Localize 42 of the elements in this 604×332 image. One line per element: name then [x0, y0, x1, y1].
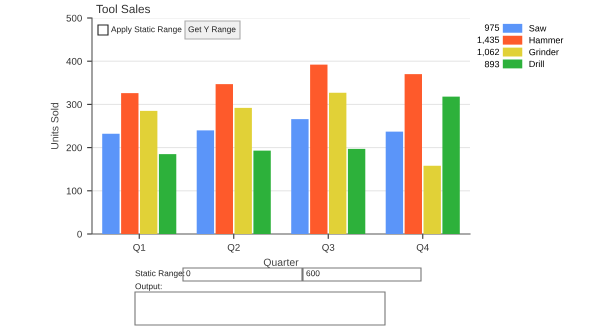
bar	[291, 119, 309, 234]
bar	[216, 84, 233, 234]
y-tick-label: 200	[66, 144, 82, 152]
text: 600	[306, 270, 320, 276]
bar	[121, 93, 138, 234]
text: 1,435	[478, 36, 500, 44]
x-tick-label: Q2	[228, 244, 240, 253]
y-axis-title: Units Sold	[50, 102, 58, 149]
legend-label: Saw	[529, 25, 546, 32]
bar	[386, 132, 404, 234]
bar	[253, 150, 271, 234]
y-tick-label: 400	[66, 58, 82, 65]
bar	[158, 154, 176, 234]
bar	[140, 110, 158, 234]
y-tick-label: 300	[66, 101, 82, 108]
x-tick-label: Q1	[133, 244, 146, 253]
bar	[404, 74, 422, 234]
annotation: Get Y Range	[188, 26, 236, 34]
legend-label: Hammer	[530, 37, 564, 44]
x-axis-title: Quarter	[264, 258, 298, 268]
x-tick-label: Q4	[416, 244, 429, 253]
text: 893	[484, 60, 500, 68]
text: 0	[186, 270, 190, 276]
bar	[102, 134, 120, 234]
bar	[234, 108, 252, 234]
legend-label: Grinder	[529, 48, 559, 56]
y-tick-label: 100	[66, 188, 82, 194]
y-tick-label: 0	[77, 230, 82, 238]
x-tick-label: Q3	[322, 244, 334, 253]
text: 975	[484, 24, 500, 31]
text: 1,062	[478, 48, 500, 56]
annotation: Apply Static Range	[111, 26, 182, 34]
bar	[329, 92, 346, 234]
bar	[424, 166, 441, 234]
bar	[196, 130, 214, 234]
chart-title: Tool Sales	[96, 4, 150, 14]
bar	[348, 148, 366, 234]
bar	[442, 96, 460, 234]
y-tick-label: 500	[66, 14, 82, 22]
text: Output:	[135, 283, 162, 291]
legend-label: Drill	[530, 60, 544, 68]
bar	[310, 64, 328, 234]
